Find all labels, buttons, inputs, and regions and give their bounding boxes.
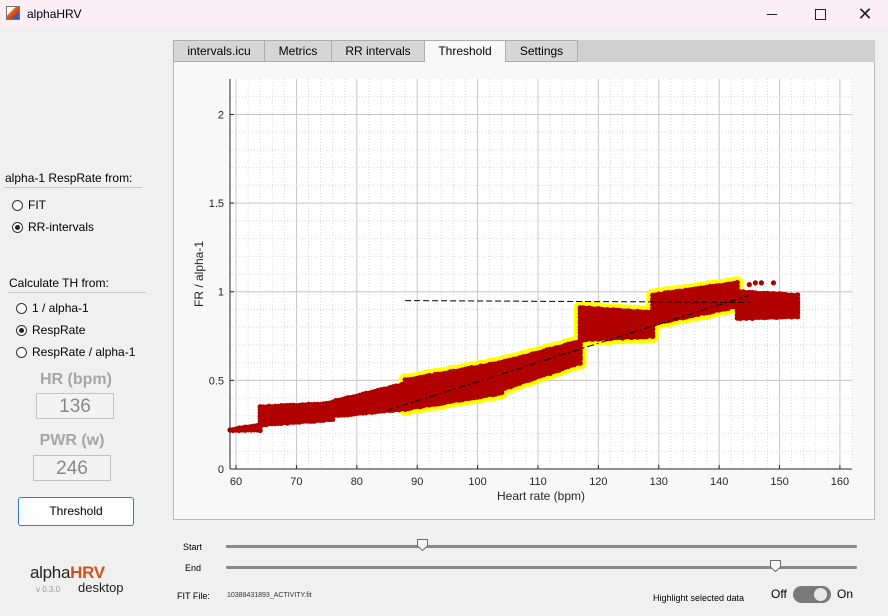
x-tick-label: 150: [770, 476, 788, 488]
logo-desktop-text: desktop: [78, 580, 124, 595]
tab-metrics[interactable]: Metrics: [264, 40, 332, 62]
end-slider-label: End: [185, 563, 202, 573]
title-bar: alphaHRV ✕: [0, 0, 888, 28]
data-point: [795, 314, 801, 320]
toggle-off-label: Off: [771, 587, 787, 601]
hr-value-field: 136: [36, 393, 114, 419]
matlab-app-icon: [6, 6, 20, 20]
start-slider-label: Start: [183, 542, 203, 552]
radio-fit-label: FIT: [28, 198, 46, 212]
fit-file-label: FIT File:: [177, 591, 210, 601]
alphahrv-logo: alphaHRV v 0.3.0 desktop: [30, 563, 124, 595]
data-point: [776, 297, 783, 304]
pwr-label: PWR (w): [39, 432, 105, 449]
highlight-selected-label: Highlight selected data: [653, 593, 745, 603]
th-group-divider: [8, 292, 146, 293]
data-point: [746, 282, 752, 288]
left-panel: [0, 28, 160, 616]
radio-resprate-over-alpha-circle[interactable]: [16, 346, 27, 358]
x-tick-label: 120: [589, 476, 607, 488]
threshold-chart: 60 70 80 90 100 110 120 130 140 150 160 0 0.5 1 1.5 2 H…: [192, 79, 853, 503]
start-slider-track[interactable]: [226, 545, 857, 548]
logo-hrv-text: HRV: [70, 563, 105, 582]
logo-alpha-text: alpha: [30, 563, 71, 582]
y-axis-label: FR / alpha-1: [192, 241, 206, 307]
radio-rr-intervals[interactable]: RR-intervals: [12, 220, 94, 234]
tab-rr-intervals[interactable]: RR intervals: [331, 40, 425, 62]
radio-inverse-alpha-label: 1 / alpha-1: [32, 301, 89, 315]
x-tick-label: 70: [290, 476, 302, 488]
window-title: alphaHRV: [27, 7, 82, 21]
tab-threshold[interactable]: Threshold: [424, 40, 506, 63]
data-point: [734, 294, 740, 300]
data-point: [789, 292, 795, 298]
fit-file-name: 10388431893_ACTIVITY.fit: [227, 592, 312, 599]
x-tick-label: 130: [650, 476, 668, 488]
data-point: [734, 279, 740, 286]
minimize-button[interactable]: [749, 0, 795, 28]
th-group-title: Calculate TH from:: [9, 276, 109, 290]
data-point: [795, 292, 801, 298]
regression-fit-line: [386, 294, 750, 411]
x-tick-label: 140: [710, 476, 728, 488]
highlight-toggle-switch[interactable]: [793, 586, 831, 603]
y-tick-label: 2: [218, 109, 224, 121]
data-point: [758, 280, 765, 286]
x-tick-label: 60: [230, 476, 242, 488]
start-slider-thumb[interactable]: [416, 539, 428, 551]
threshold-dashed-line: [405, 300, 750, 303]
y-tick-label: 1.5: [209, 198, 224, 210]
radio-resprate-over-alpha[interactable]: RespRate / alpha-1: [16, 345, 135, 359]
radio-fit[interactable]: FIT: [12, 198, 46, 212]
data-point: [752, 280, 758, 286]
y-tick-label: 0.5: [209, 375, 224, 387]
end-slider-track[interactable]: [226, 566, 857, 569]
trend-lines: [386, 294, 750, 411]
logo-version: v 0.3.0: [36, 585, 61, 594]
x-tick-label: 160: [831, 476, 849, 488]
radio-inverse-alpha[interactable]: 1 / alpha-1: [16, 301, 89, 315]
x-tick-label: 110: [529, 476, 547, 488]
close-button[interactable]: ✕: [857, 4, 873, 24]
radio-rr-intervals-label: RR-intervals: [28, 220, 95, 234]
radio-resprate-over-alpha-label: RespRate / alpha-1: [32, 345, 136, 359]
data-points: [227, 279, 801, 434]
resp-group-divider: [4, 187, 142, 188]
maximize-button[interactable]: [797, 0, 843, 28]
toggle-knob[interactable]: [814, 588, 827, 601]
radio-resprate-circle[interactable]: [16, 324, 27, 336]
tab-settings[interactable]: Settings: [505, 40, 578, 62]
tab-intervals-icu[interactable]: intervals.icu: [173, 40, 265, 62]
end-slider-thumb[interactable]: [769, 560, 781, 572]
pwr-value-field: 246: [33, 455, 111, 481]
threshold-button[interactable]: Threshold: [18, 497, 134, 526]
resp-group-title: alpha-1 RespRate from:: [5, 171, 133, 185]
radio-inverse-alpha-circle[interactable]: [16, 302, 27, 314]
y-tick-label: 1: [218, 287, 224, 299]
radio-fit-circle[interactable]: [12, 199, 23, 211]
x-tick-label: 80: [351, 476, 363, 488]
x-tick-label: 100: [468, 476, 486, 488]
data-point: [650, 330, 656, 336]
hr-label: HR (bpm): [40, 371, 112, 388]
x-tick-label: 90: [411, 476, 423, 488]
tab-bar: intervals.icu Metrics RR intervals Thres…: [173, 40, 875, 63]
data-point: [257, 427, 263, 434]
data-point: [577, 354, 583, 360]
axes: 60 70 80 90 100 110 120 130 140 150 160 0 0.5 1 1.5 2: [209, 79, 852, 488]
radio-rr-intervals-circle[interactable]: [12, 221, 23, 233]
toggle-on-label: On: [837, 587, 854, 601]
data-point: [770, 280, 777, 286]
radio-resprate-label: RespRate: [32, 323, 86, 337]
y-tick-label: 0: [218, 464, 224, 476]
data-point: [577, 360, 583, 366]
radio-resprate[interactable]: RespRate: [16, 323, 85, 337]
x-axis-label: Heart rate (bpm): [497, 489, 585, 503]
